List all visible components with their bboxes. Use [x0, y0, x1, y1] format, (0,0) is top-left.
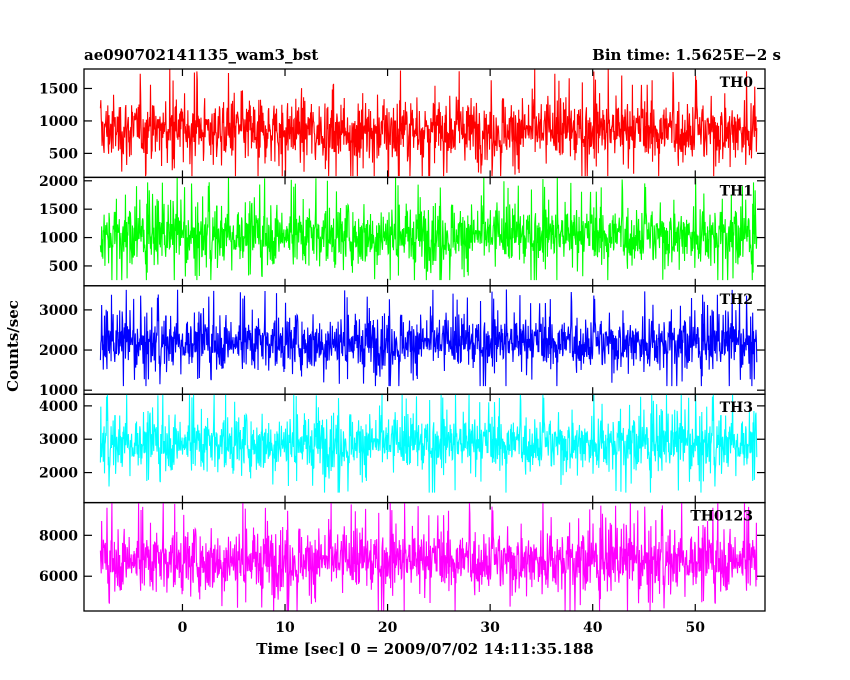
y-tick-label: 8000 — [39, 528, 78, 544]
x-tick-label: 20 — [378, 620, 398, 636]
y-tick-label: 500 — [49, 146, 78, 162]
series-line-th0123 — [99, 502, 758, 612]
y-tick-label: 1000 — [39, 231, 78, 247]
y-tick-label: 1000 — [39, 114, 78, 130]
panel-frame — [83, 501, 766, 612]
y-tick-label: 3000 — [39, 303, 78, 319]
y-axis-label: Counts/sec — [4, 300, 22, 392]
x-axis-label: Time [sec] 0 = 2009/07/02 14:11:35.188 — [256, 640, 593, 658]
series-line-th1 — [99, 177, 758, 281]
series-line-th0 — [99, 68, 758, 177]
y-tick-label: 6000 — [39, 569, 78, 585]
y-tick-label: 500 — [49, 259, 78, 275]
series-label-th0123: TH0123 — [690, 509, 753, 525]
y-tick-label: 1500 — [39, 202, 78, 218]
y-tick-label: 3000 — [39, 432, 78, 448]
panel-th3: 2000 3000 4000 TH3 — [39, 393, 766, 504]
y-tick-label: 2000 — [39, 466, 78, 482]
series-label-th2: TH2 — [720, 292, 753, 308]
chart-title: ae090702141135_wam3_bst — [84, 46, 318, 64]
panel-th0: 500 1000 1500 TH0 — [39, 68, 766, 179]
panel-th2: 1000 2000 3000 TH2 — [39, 285, 766, 399]
series-label-th0: TH0 — [720, 75, 754, 91]
x-tick-label: 40 — [583, 620, 603, 636]
x-tick-label: 30 — [480, 620, 500, 636]
x-tick-label: 0 — [178, 620, 188, 636]
panel-th0123: 6000 8000 TH0123 — [39, 501, 766, 612]
series-line-th2 — [99, 289, 758, 387]
x-tick-label: 50 — [686, 620, 706, 636]
panel-th1: 500 1000 1500 2000 TH1 — [39, 174, 766, 287]
series-label-th3: TH3 — [720, 400, 753, 416]
y-tick-label: 4000 — [39, 399, 78, 415]
y-tick-label: 2000 — [39, 343, 78, 359]
series-label-th1: TH1 — [720, 183, 753, 199]
bin-time-label: Bin time: 1.5625E−2 s — [592, 46, 781, 64]
y-tick-label: 1000 — [39, 383, 78, 399]
y-tick-label: 2000 — [39, 174, 78, 190]
x-axis: 0 10 20 30 40 50 — [178, 620, 706, 636]
x-tick-label: 10 — [275, 620, 295, 636]
y-tick-label: 1500 — [39, 81, 78, 97]
series-line-th3 — [99, 394, 758, 493]
